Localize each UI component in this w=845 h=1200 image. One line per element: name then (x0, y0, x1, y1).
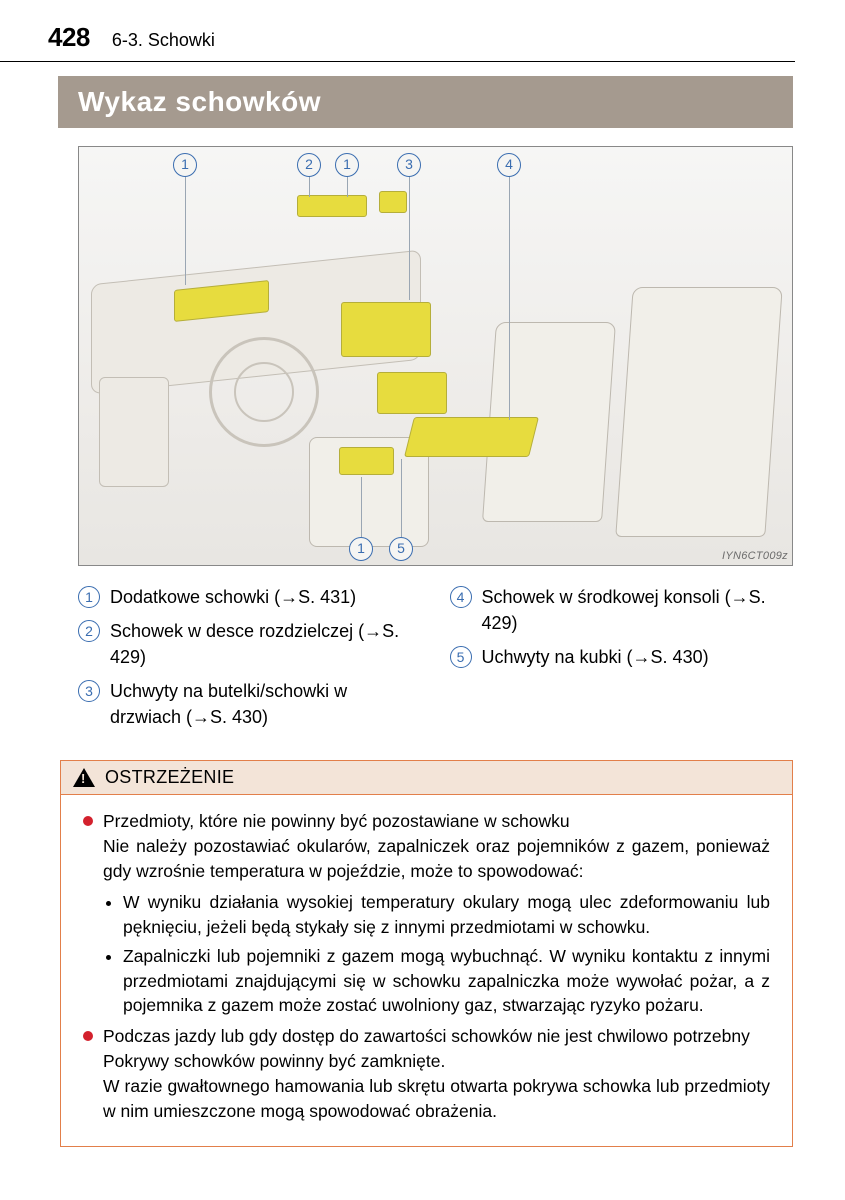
bullet-dot-icon (83, 1031, 93, 1041)
compartment (341, 302, 431, 357)
legend-item: 4 Schowek w środkowej konsoli (→S. 429) (450, 584, 794, 636)
warning-header: OSTRZEŻENIE (61, 761, 792, 795)
warning-title: OSTRZEŻENIE (105, 767, 234, 788)
callout-marker: 1 (173, 153, 197, 177)
warning-text: W razie gwałtownego hamowania lub skrętu… (103, 1074, 770, 1124)
warning-text: Pokrywy schowków powinny być zamknięte. (103, 1049, 770, 1074)
legend-num: 2 (78, 620, 100, 642)
callout-marker: 1 (349, 537, 373, 561)
callout-marker: 5 (389, 537, 413, 561)
legend-num: 1 (78, 586, 100, 608)
legend-item: 2 Schowek w desce rozdzielczej (→S. 429) (78, 618, 422, 670)
bullet-dot-icon (83, 816, 93, 826)
legend-text: Schowek w desce rozdzielczej (→S. 429) (110, 618, 422, 670)
warning-bullet: Zapalniczki lub pojemniki z gazem mogą w… (123, 944, 770, 1019)
legend-text: Uchwyty na butelki/schowki w drzwiach (→… (110, 678, 422, 730)
warning-box: OSTRZEŻENIE Przedmioty, które nie powinn… (60, 760, 793, 1146)
legend-num: 3 (78, 680, 100, 702)
warning-lead: Podczas jazdy lub gdy dostęp do zawartoś… (103, 1024, 770, 1049)
page-header: 428 6-3. Schowki (0, 0, 795, 62)
compartment (339, 447, 394, 475)
legend-text: Dodatkowe schowki (→S. 431) (110, 584, 422, 610)
warning-icon (73, 768, 95, 787)
legend-num: 4 (450, 586, 472, 608)
page-title: Wykaz schowków (58, 76, 793, 128)
warning-text: Nie należy pozostawiać okularów, zapalni… (103, 834, 770, 884)
compartment (379, 191, 407, 213)
callout-marker: 3 (397, 153, 421, 177)
warning-item: Przedmioty, które nie powinny być pozost… (83, 809, 770, 884)
legend-text: Schowek w środkowej konsoli (→S. 429) (482, 584, 794, 636)
warning-item: Podczas jazdy lub gdy dostęp do zawartoś… (83, 1024, 770, 1123)
warning-body: Przedmioty, które nie powinny być pozost… (61, 795, 792, 1145)
compartment (404, 417, 539, 457)
legend-item: 1 Dodatkowe schowki (→S. 431) (78, 584, 422, 610)
warning-bullet: W wyniku działania wysokiej temperatury … (123, 890, 770, 940)
legend-col-left: 1 Dodatkowe schowki (→S. 431) 2 Schowek … (78, 584, 422, 738)
legend-item: 5 Uchwyty na kubki (→S. 430) (450, 644, 794, 670)
legend-item: 3 Uchwyty na butelki/schowki w drzwiach … (78, 678, 422, 730)
page-number: 428 (48, 22, 90, 53)
callout-marker: 4 (497, 153, 521, 177)
compartment (377, 372, 447, 414)
warning-bullets: W wyniku działania wysokiej temperatury … (83, 890, 770, 1018)
diagram-code: IYN6CT009z (722, 550, 788, 562)
callout-marker: 1 (335, 153, 359, 177)
legend-text: Uchwyty na kubki (→S. 430) (482, 644, 794, 670)
compartment (297, 195, 367, 217)
interior-diagram: 1 2 1 3 4 1 5 IYN6CT009z (78, 146, 793, 566)
legend: 1 Dodatkowe schowki (→S. 431) 2 Schowek … (78, 584, 793, 738)
legend-num: 5 (450, 646, 472, 668)
warning-lead: Przedmioty, które nie powinny być pozost… (103, 809, 770, 834)
legend-col-right: 4 Schowek w środkowej konsoli (→S. 429) … (450, 584, 794, 738)
section-label: 6-3. Schowki (112, 30, 215, 51)
callout-marker: 2 (297, 153, 321, 177)
